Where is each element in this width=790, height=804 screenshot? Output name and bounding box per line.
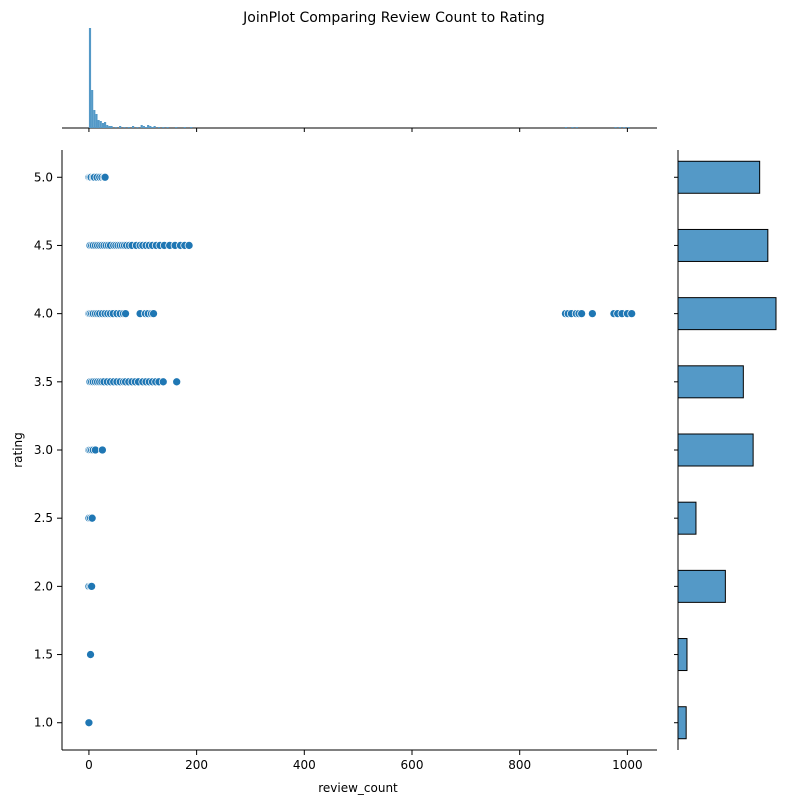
right-hist-bar — [677, 706, 687, 740]
right-hist-bar — [677, 228, 769, 262]
scatter-axes: 0 200 400 600 800 1000 1.0 1.5 2.0 2.5 3.0 3.5 4.0 4.… — [34, 150, 657, 772]
scatter-point — [87, 582, 96, 591]
scatter-point — [84, 718, 94, 728]
x-tick-label: 0 — [85, 758, 93, 772]
top-hist-bar — [147, 125, 150, 128]
top-hist-bar — [149, 126, 152, 128]
right-hist-bar — [677, 501, 697, 535]
top-hist-bar — [127, 127, 130, 128]
y-tick-label: 5.0 — [34, 170, 53, 184]
top-hist-bar — [140, 125, 143, 128]
y-tick-label: 2.0 — [34, 579, 53, 593]
top-hist-bar — [108, 126, 111, 128]
y-axis-label: rating — [11, 432, 25, 468]
top-hist-bar — [623, 127, 626, 128]
top-hist-bar — [183, 127, 186, 128]
right-hist-bar — [677, 365, 744, 399]
top-hist-bar — [106, 125, 109, 128]
right-hist-bar — [677, 569, 726, 603]
top-hist-bar — [564, 127, 568, 128]
x-tick-label: 600 — [401, 758, 424, 772]
top-hist-bar — [95, 114, 98, 128]
y-tick-label: 4.5 — [34, 238, 53, 252]
top-hist-bar — [104, 122, 107, 128]
scatter-point — [577, 309, 586, 318]
x-tick-label: 200 — [185, 758, 208, 772]
x-tick-label: 400 — [293, 758, 316, 772]
top-hist-bar — [91, 90, 94, 128]
top-hist-bar — [153, 126, 156, 128]
y-tick-label: 2.5 — [34, 511, 53, 525]
scatter-point — [149, 309, 158, 318]
top-hist-bar — [93, 110, 96, 128]
scatter-point — [86, 650, 95, 659]
top-hist-bar — [627, 127, 630, 128]
top-hist-bar — [157, 127, 160, 128]
top-hist-bar — [175, 127, 178, 128]
y-tick-label: 4.0 — [34, 307, 53, 321]
top-hist-bar — [114, 127, 117, 128]
y-tick-label: 1.5 — [34, 648, 53, 662]
top-hist-bar — [571, 127, 574, 128]
top-hist-bar — [132, 126, 135, 128]
top-hist-bar — [123, 127, 126, 128]
scatter-point — [627, 309, 637, 318]
top-hist-bar — [162, 127, 165, 128]
y-tick-label: 3.0 — [34, 443, 53, 457]
marginal-y-histogram — [674, 150, 777, 750]
top-hist-bar — [110, 126, 113, 128]
right-hist-bar — [677, 160, 761, 194]
top-hist-bar — [190, 127, 193, 128]
top-hist-bar — [618, 127, 621, 128]
top-hist-bar — [97, 120, 100, 128]
scatter-point — [158, 377, 168, 387]
y-tick-label: 3.5 — [34, 375, 53, 389]
top-hist-bar — [151, 127, 154, 128]
top-hist-bar — [101, 123, 104, 128]
right-hist-bar — [677, 638, 688, 672]
scatter-point — [100, 172, 110, 182]
top-hist-bar — [88, 28, 92, 128]
scatter-point — [184, 241, 194, 250]
right-hist-bar — [677, 433, 754, 467]
x-tick-label: 800 — [508, 758, 531, 772]
top-hist-bar — [614, 127, 617, 128]
top-hist-bar — [166, 127, 169, 128]
top-hist-bar — [142, 126, 145, 128]
marginal-x-histogram — [62, 28, 657, 132]
scatter-point — [172, 377, 182, 387]
top-hist-bar — [119, 126, 122, 128]
chart-title: JoinPlot Comparing Review Count to Ratin… — [242, 10, 545, 26]
scatter-point — [87, 513, 97, 523]
top-hist-bar — [575, 127, 578, 128]
scatter-point — [588, 309, 597, 318]
right-hist-bar — [677, 297, 777, 331]
y-tick-label: 1.0 — [34, 716, 53, 730]
x-tick-label: 1000 — [612, 758, 643, 772]
scatter-point — [98, 445, 107, 455]
scatter-points — [84, 172, 637, 728]
top-hist-bar — [144, 127, 148, 128]
scatter-point — [121, 309, 130, 318]
top-hist-bar — [99, 121, 102, 128]
x-axis-label: review_count — [318, 781, 398, 795]
top-hist-bar — [136, 127, 139, 128]
